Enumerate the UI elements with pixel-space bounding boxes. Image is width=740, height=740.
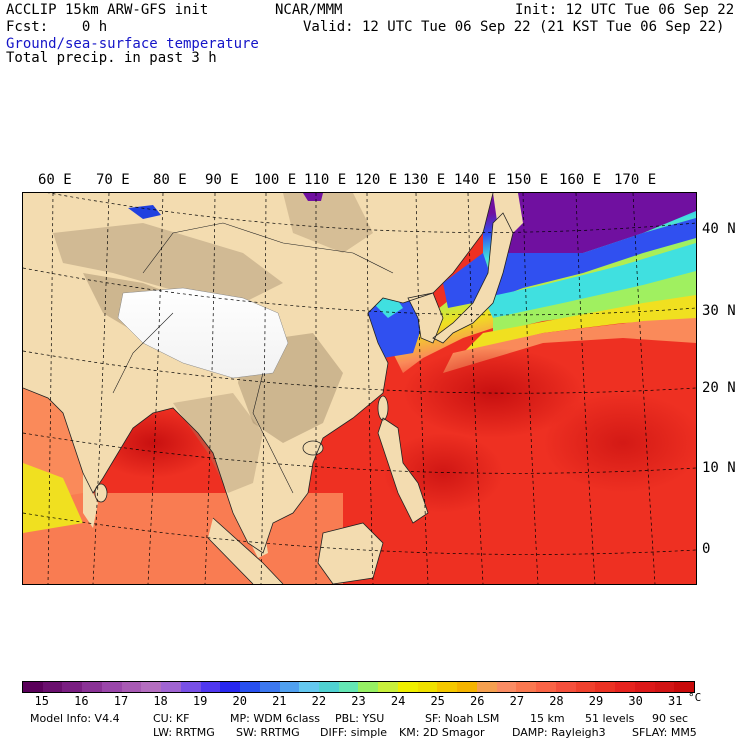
colorbar	[22, 681, 695, 693]
field-title-sst: Ground/sea-surface temperature	[6, 36, 259, 52]
colorbar-tick-label: 28	[549, 694, 564, 708]
lat-label: 20 N	[702, 380, 736, 396]
colorbar-segment	[319, 682, 339, 692]
colorbar-tick-label: 18	[153, 694, 168, 708]
lon-label: 100 E	[254, 172, 297, 188]
footer-model-info: Model Info: V4.4	[30, 712, 120, 725]
lon-label: 170 E	[614, 172, 657, 188]
footer-resolution: 15 km	[530, 712, 565, 725]
colorbar-segment	[654, 682, 675, 692]
colorbar-tick-label: 22	[311, 694, 327, 708]
colorbar-segment	[615, 682, 635, 692]
valid-time: Valid: 12 UTC Tue 06 Sep 22 (21 KST Tue …	[303, 19, 725, 35]
lon-label: 110 E	[304, 172, 347, 188]
colorbar-segment	[575, 682, 596, 692]
colorbar-segment	[279, 682, 300, 692]
colorbar-segment	[457, 682, 477, 692]
colorbar-tick-label: 27	[509, 694, 525, 708]
colorbar-tick-label: 19	[192, 694, 208, 708]
colorbar-segment	[536, 682, 556, 692]
colorbar-tick-label: 15	[34, 694, 50, 708]
model-title: ACCLIP 15km ARW-GFS init	[6, 2, 209, 18]
lon-label: 60 E	[38, 172, 72, 188]
forecast-hour: Fcst: 0 h	[6, 19, 108, 35]
colorbar-segment	[141, 682, 162, 692]
lon-label: 150 E	[506, 172, 549, 188]
colorbar-segment	[378, 682, 398, 692]
footer-damp: DAMP: Rayleigh3	[512, 726, 606, 739]
colorbar-segment	[516, 682, 537, 692]
footer-sw: SW: RRTMG	[236, 726, 300, 739]
colorbar-unit: °C	[688, 691, 702, 704]
colorbar-tick-label: 16	[74, 694, 89, 708]
lon-label: 120 E	[355, 172, 398, 188]
footer-levels: 51 levels	[585, 712, 635, 725]
colorbar-segment	[476, 682, 497, 692]
colorbar-tick-label: 31	[667, 694, 683, 708]
footer-cu: CU: KF	[153, 712, 190, 725]
colorbar-segment	[496, 682, 517, 692]
footer-sflay: SFLAY: MM5	[632, 726, 697, 739]
colorbar-segment	[674, 682, 694, 692]
colorbar-segment	[358, 682, 379, 692]
footer-mp: MP: WDM 6class	[230, 712, 320, 725]
colorbar-segment	[259, 682, 280, 692]
colorbar-segment	[101, 682, 122, 692]
colorbar-tick-label: 20	[232, 694, 247, 708]
org-label: NCAR/MMM	[275, 2, 343, 18]
colorbar-segment	[437, 682, 458, 692]
colorbar-segment	[180, 682, 201, 692]
sst-map	[22, 192, 697, 585]
lat-label: 40 N	[702, 221, 736, 237]
colorbar-segment	[220, 682, 241, 692]
colorbar-segment	[23, 682, 43, 692]
lon-label: 130 E	[403, 172, 446, 188]
lat-label: 10 N	[702, 460, 736, 476]
colorbar-segment	[62, 682, 83, 692]
footer-pbl: PBL: YSU	[335, 712, 385, 725]
colorbar-tick-label: 25	[430, 694, 445, 708]
lat-label: 0	[702, 541, 711, 557]
footer-timestep: 90 sec	[652, 712, 689, 725]
colorbar-segment	[82, 682, 102, 692]
colorbar-segment	[595, 682, 616, 692]
colorbar-segment	[555, 682, 576, 692]
colorbar-tick-label: 30	[628, 694, 643, 708]
colorbar-segment	[121, 682, 142, 692]
colorbar-segment	[299, 682, 320, 692]
colorbar-segment	[200, 682, 221, 692]
colorbar-segment	[634, 682, 655, 692]
colorbar-segment	[42, 682, 63, 692]
colorbar-segment	[417, 682, 438, 692]
colorbar-segment	[338, 682, 359, 692]
footer-lw: LW: RRTMG	[153, 726, 215, 739]
lon-label: 80 E	[153, 172, 187, 188]
lon-label: 160 E	[559, 172, 602, 188]
colorbar-segment	[397, 682, 418, 692]
footer-sf: SF: Noah LSM	[425, 712, 500, 725]
colorbar-segment	[240, 682, 260, 692]
lon-label: 70 E	[96, 172, 130, 188]
init-time: Init: 12 UTC Tue 06 Sep 22	[515, 2, 735, 18]
colorbar-tick-label: 23	[351, 694, 366, 708]
colorbar-tick-label: 24	[390, 694, 406, 708]
lon-label: 90 E	[205, 172, 239, 188]
colorbar-tick-label: 26	[470, 694, 485, 708]
footer-diff: DIFF: simple	[320, 726, 388, 739]
colorbar-tick-label: 21	[272, 694, 287, 708]
lon-label: 140 E	[454, 172, 497, 188]
colorbar-tick-label: 29	[588, 694, 604, 708]
colorbar-tick-label: 17	[113, 694, 129, 708]
footer-km: KM: 2D Smagor	[399, 726, 485, 739]
colorbar-segment	[161, 682, 181, 692]
lat-label: 30 N	[702, 303, 736, 319]
field-title-precip: Total precip. in past 3 h	[6, 50, 217, 66]
